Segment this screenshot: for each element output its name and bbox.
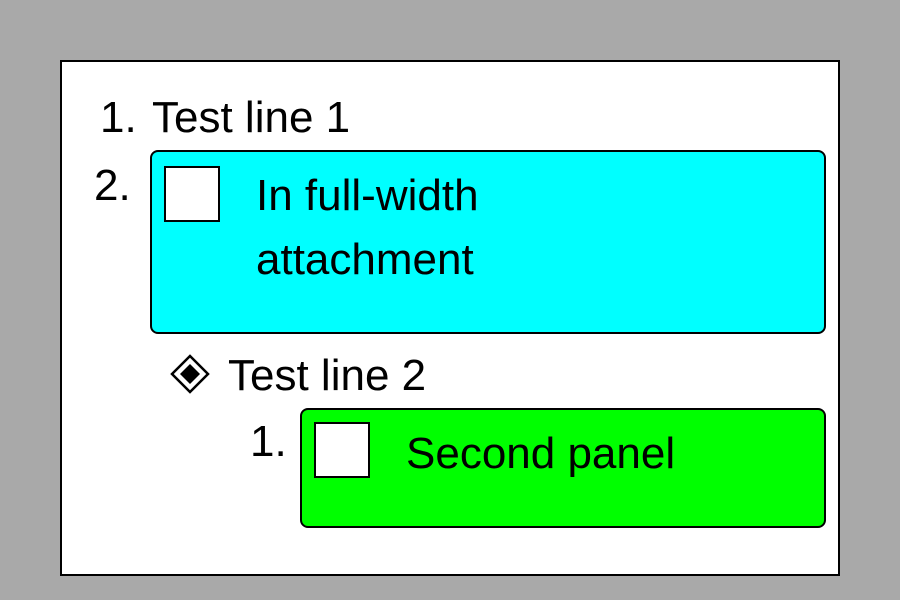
panel-checkbox-1[interactable] — [164, 166, 220, 222]
list-marker-2: 2. — [94, 161, 131, 210]
panel-checkbox-2[interactable] — [314, 422, 370, 478]
diamond-bullet-icon — [170, 354, 210, 394]
second-panel: Second panel — [300, 408, 826, 528]
document-page: 1. Test line 1 2. In full-width attachme… — [60, 60, 840, 576]
list-marker-1: 1. — [100, 93, 137, 142]
panel-text-line-1: In full-width — [256, 171, 479, 220]
full-width-attachment-panel: In full-width attachment — [150, 150, 826, 334]
list-item-1-text: Test line 1 — [152, 93, 351, 142]
sub-list-marker-1: 1. — [250, 417, 287, 466]
second-panel-text: Second panel — [406, 429, 676, 478]
list-item-3-text: Test line 2 — [228, 351, 427, 400]
panel-text-line-2: attachment — [256, 235, 474, 284]
